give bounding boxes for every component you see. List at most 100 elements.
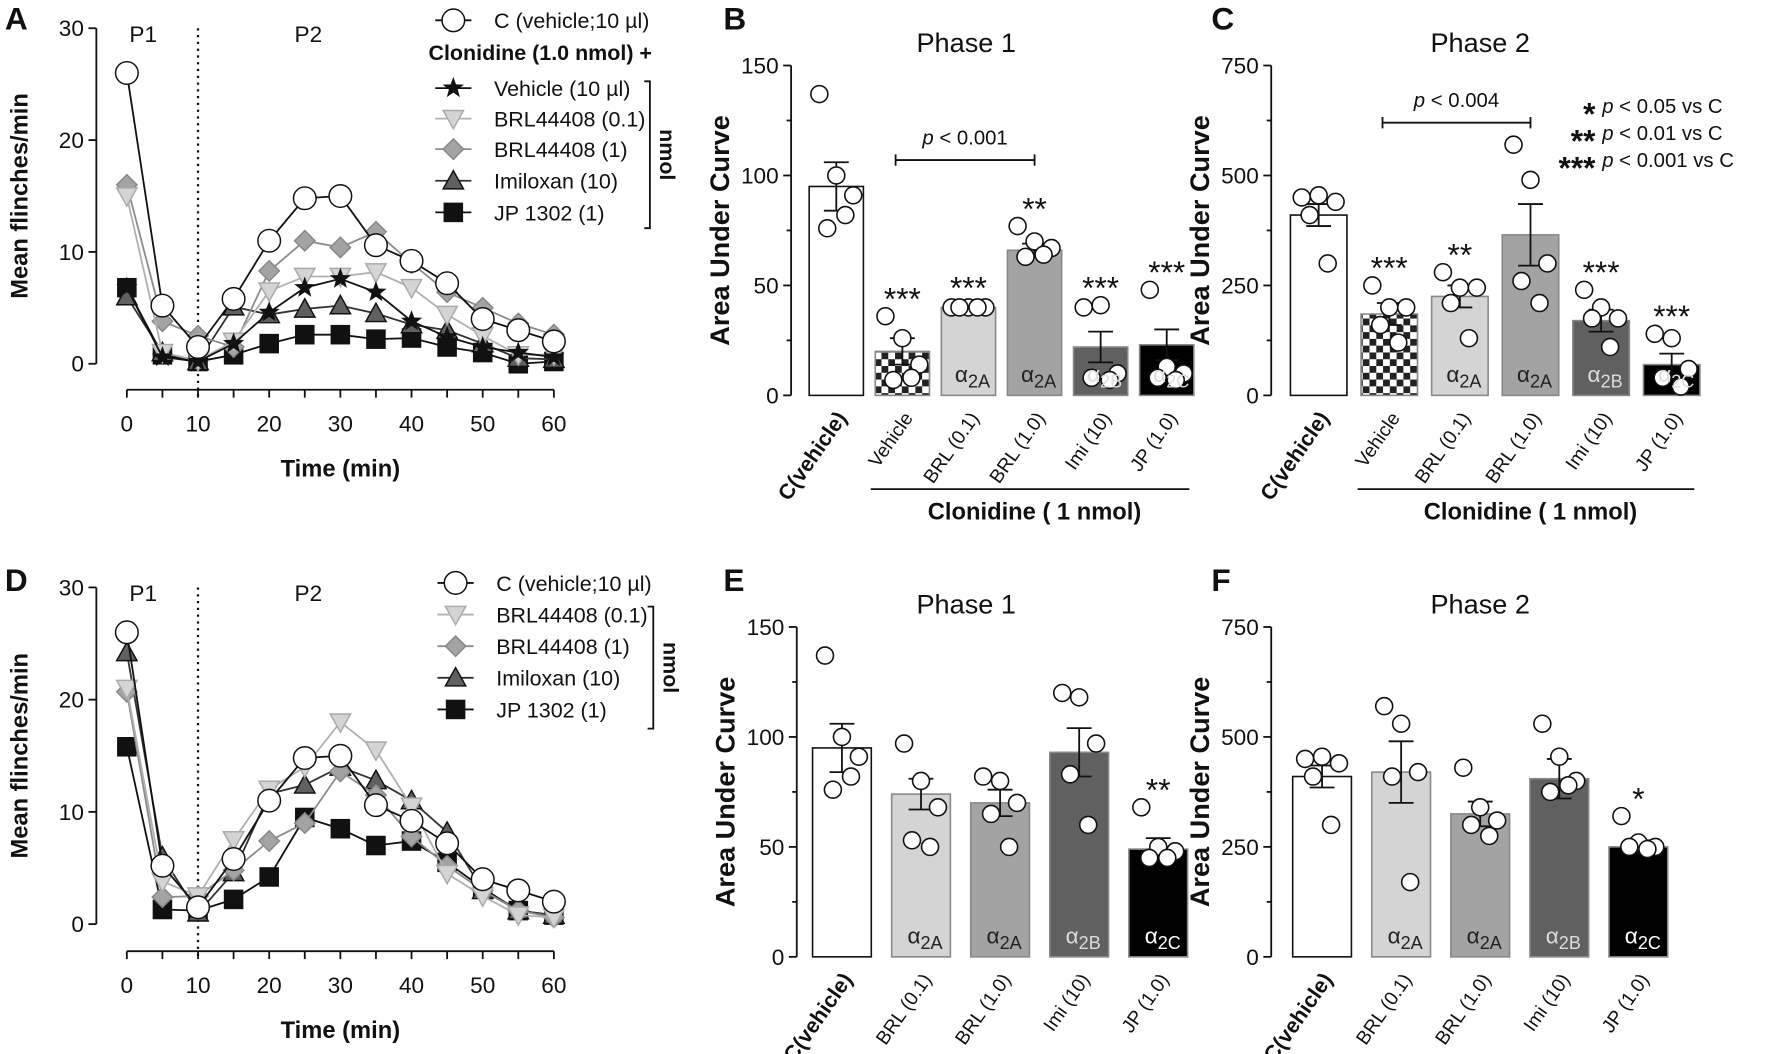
comparison-bracket [894,154,1036,166]
marker-diamond [444,634,467,658]
data-point [1540,782,1560,802]
panel-label: F [1211,562,1230,598]
p-symbol: p [1601,150,1613,172]
panel-C: C Phase 2 0 250 500 750 Area Under Curve C(vehi… [1184,0,1734,525]
marker-diamond [293,811,316,835]
marker-circle [150,853,175,878]
marker-circle [541,889,566,914]
marker-circle [328,743,353,768]
marker-triangle-down [400,278,423,300]
data-point [815,646,835,665]
data-point [841,767,861,786]
data-point [973,767,993,786]
data-point [1380,298,1399,317]
data-point [1559,776,1578,795]
data-point [1608,309,1628,328]
marker-circle [441,8,466,33]
data-point [1140,280,1160,300]
marker-star [365,280,387,302]
y-tick-label: 750 [1221,53,1259,78]
panel-label: C [1211,0,1234,36]
subtype: 2A [1530,371,1553,391]
subtype-label: α2C [1658,362,1694,392]
marker-circle [506,878,531,903]
p-symbol: p [1601,96,1613,118]
alpha: α [1517,362,1530,387]
subtype: 2C [1166,371,1189,391]
data-point [902,368,921,388]
y-tick-label: 10 [59,240,84,265]
marker-triangle-up [328,293,352,315]
y-tick-label: 500 [1221,163,1259,188]
marker-star [222,332,245,353]
data-point [902,831,922,850]
legend-item: Imiloxan (10) [437,666,620,691]
y-tick-label: 50 [754,273,779,298]
p-value: < 0.001 [934,127,1008,149]
marker-circle [328,183,353,209]
data-point [893,328,912,348]
subtype-label: α2A [907,923,943,953]
data-point [836,205,855,225]
marker-square [259,333,279,354]
significance-stars: *** [1371,250,1408,286]
y-tick-label: 0 [766,383,779,408]
panel-label: D [5,562,28,598]
marker-circle [363,793,388,818]
marker-square [117,737,137,757]
group-label: Clonidine ( 1 nmol) [928,500,1141,526]
legend-item: Vehicle (10 µl) [435,76,630,101]
marker-square [445,699,466,720]
legend-unit: nmol [658,642,682,693]
data-point [1538,254,1557,273]
data-point [990,771,1010,791]
marker-star [258,301,280,322]
data-point [1396,298,1416,317]
marker-star [442,76,464,98]
marker-star [294,276,316,297]
x-tick-label: 50 [470,412,495,437]
phase-label-p1: P1 [129,581,157,606]
series-1 [116,267,565,371]
legend-text: p < 0.001 vs C [1601,150,1734,172]
y-tick-label: 0 [1246,383,1259,408]
panel-A: A 0 10 20 30 0 10 20 30 40 50 60 Time (min) Mean flin… [5,0,679,482]
marker-star [329,267,351,288]
category-label: BRL (0.1) [1353,970,1417,1049]
subtype-label: α2B [1546,923,1581,953]
subtype: 2A [1459,371,1482,391]
x-tick-label: 30 [328,412,353,437]
legend-unit: nmol [655,129,679,180]
legend-item: BRL44408 (1) [435,137,628,162]
category-label: JP (1.0) [1632,409,1688,476]
marker-star [472,335,494,357]
subtype: 2B [1559,933,1581,953]
marker-triangle-down [444,605,468,627]
marker-star [116,276,138,297]
data-point [1139,848,1159,868]
category-label: C(vehicle) [773,407,851,505]
category-label: Imi (10) [1520,970,1575,1035]
marker-star [151,345,174,367]
marker-star [543,345,565,367]
bar [1430,295,1489,397]
marker-circle [435,271,460,296]
data-point [1612,806,1631,826]
p-threshold: < 0.001 vs C [1614,150,1734,172]
significance-stars: *** [950,269,987,305]
marker-triangle-down [222,831,246,852]
subtype: 2A [1480,933,1503,953]
y-tick-label: 100 [747,725,785,750]
marker-circle [470,306,495,332]
alpha: α [1658,362,1671,387]
marker-square [259,867,279,887]
panel-D: D 0 10 20 30 0 10 20 30 40 50 60 Time (min) Mean flin… [5,562,683,1044]
x-axis-title: Time (min) [281,457,401,483]
data-point [911,771,931,791]
panel-label: E [723,562,744,598]
data-point [1389,333,1408,352]
panel-label: A [5,0,28,36]
bar [940,306,997,397]
marker-circle [443,570,468,595]
panel-F: F Phase 2 0 250 500 750 Area Under Curve C(vehi… [1184,562,1669,1054]
